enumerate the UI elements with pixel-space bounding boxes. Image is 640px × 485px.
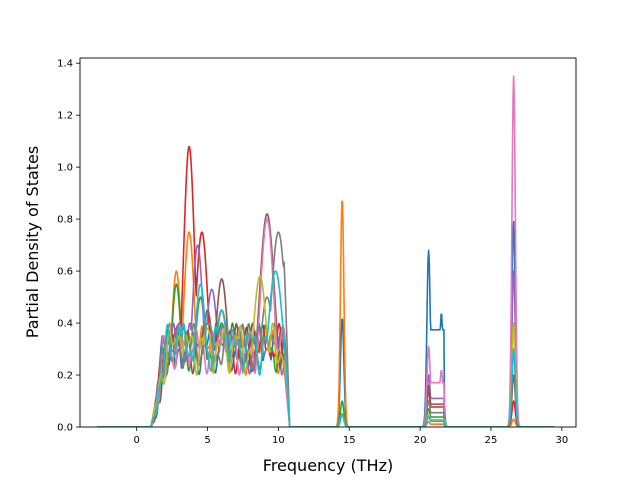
pdos-series-line — [96, 213, 555, 427]
y-tick-label: 0.4 — [57, 319, 73, 330]
y-tick-label: 1.0 — [57, 163, 73, 174]
y-tick-label: 1.2 — [57, 111, 73, 122]
x-tick-label: 5 — [204, 435, 210, 446]
y-tick-label: 0.8 — [57, 215, 73, 226]
pdos-series-line — [96, 200, 555, 427]
pdos-series-line — [96, 275, 555, 427]
y-axis-ticks: 0.0 0.2 0.4 0.6 0.8 1.0 1.2 1.4 — [57, 59, 80, 434]
y-tick-label: 0.2 — [57, 371, 73, 382]
y-tick-label: 0.6 — [57, 267, 73, 278]
x-tick-label: 15 — [343, 435, 356, 446]
x-axis-label: Frequency (THz) — [263, 456, 393, 475]
pdos-series-line — [96, 145, 555, 427]
pdos-series-line — [96, 75, 555, 427]
x-tick-label: 10 — [272, 435, 285, 446]
x-tick-label: 25 — [485, 435, 498, 446]
x-tick-label: 20 — [414, 435, 427, 446]
pdos-series-line — [96, 231, 555, 427]
plot-frame — [79, 57, 577, 428]
x-tick-label: 0 — [133, 435, 139, 446]
pdos-series-line — [96, 244, 555, 427]
y-tick-label: 0.0 — [57, 423, 73, 434]
x-tick-label: 30 — [555, 435, 568, 446]
pdos-series-line — [96, 270, 555, 427]
y-axis-label: Partial Density of States — [23, 146, 42, 338]
pdos-series-line — [96, 220, 555, 427]
y-tick-label: 1.4 — [57, 59, 73, 70]
series-layer — [96, 75, 555, 427]
x-axis-ticks: 0 5 10 15 20 25 30 — [133, 427, 568, 446]
pdos-series-line — [96, 283, 555, 427]
